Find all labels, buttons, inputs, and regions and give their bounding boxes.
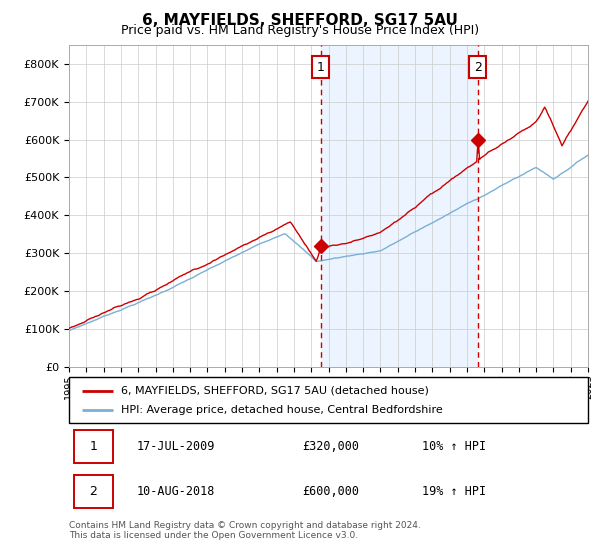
Text: 19% ↑ HPI: 19% ↑ HPI [422, 485, 486, 498]
Text: £320,000: £320,000 [302, 440, 359, 453]
Text: 6, MAYFIELDS, SHEFFORD, SG17 5AU: 6, MAYFIELDS, SHEFFORD, SG17 5AU [142, 13, 458, 28]
FancyBboxPatch shape [74, 475, 113, 508]
FancyBboxPatch shape [74, 430, 113, 463]
Text: 10-AUG-2018: 10-AUG-2018 [136, 485, 215, 498]
Bar [320, 45, 478, 367]
Text: 10% ↑ HPI: 10% ↑ HPI [422, 440, 486, 453]
Text: HPI: Average price, detached house, Central Bedfordshire: HPI: Average price, detached house, Cent… [121, 405, 443, 415]
Text: £600,000: £600,000 [302, 485, 359, 498]
FancyBboxPatch shape [69, 377, 588, 423]
Text: 6, MAYFIELDS, SHEFFORD, SG17 5AU (detached house): 6, MAYFIELDS, SHEFFORD, SG17 5AU (detach… [121, 386, 429, 396]
Text: 17-JUL-2009: 17-JUL-2009 [136, 440, 215, 453]
Text: 2: 2 [89, 485, 97, 498]
Text: Contains HM Land Registry data © Crown copyright and database right 2024.
This d: Contains HM Land Registry data © Crown c… [69, 521, 421, 540]
Text: 1: 1 [317, 61, 325, 74]
Text: 2: 2 [473, 61, 482, 74]
Text: 1: 1 [89, 440, 97, 453]
Text: Price paid vs. HM Land Registry's House Price Index (HPI): Price paid vs. HM Land Registry's House … [121, 24, 479, 37]
